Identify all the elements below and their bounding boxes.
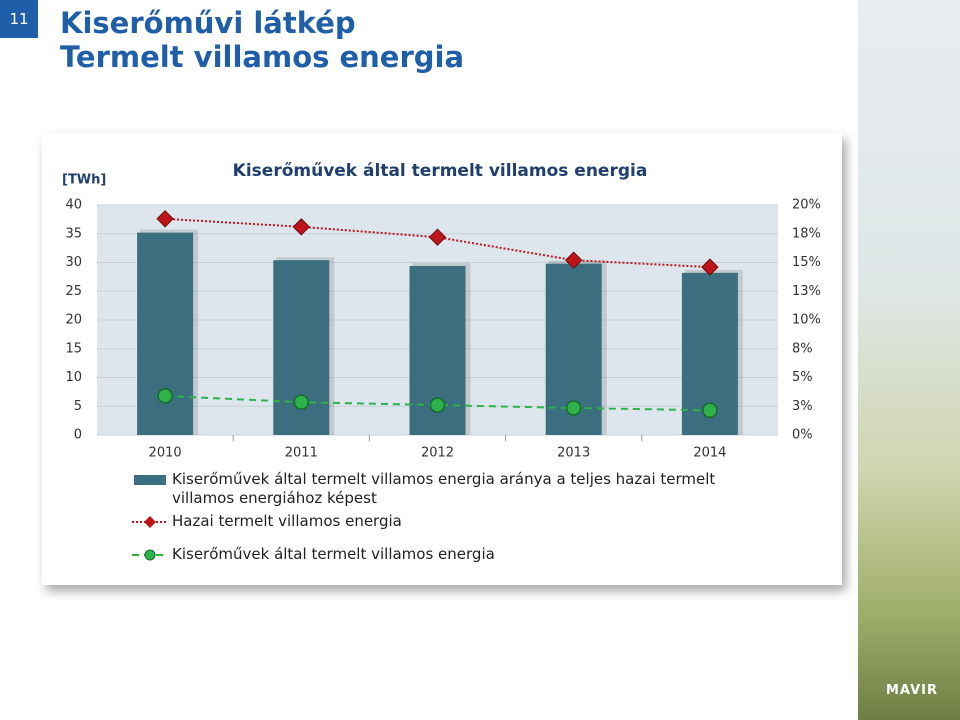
x-tick-label: 2011 xyxy=(285,446,318,461)
y-tick-label: 40 xyxy=(65,198,82,213)
y-tick-label: 30 xyxy=(65,255,82,270)
y2-tick-label: 8% xyxy=(792,341,813,356)
line xyxy=(165,394,710,412)
y-tick-label: 35 xyxy=(65,226,82,241)
slide-title: Termelt villamos energia xyxy=(60,40,465,74)
y-tick-label: 15 xyxy=(65,341,82,356)
x-tick-label: 2013 xyxy=(557,446,590,461)
marker xyxy=(428,228,447,246)
legend-item: Kiserőművek által termelt villamos energ… xyxy=(132,470,772,508)
marker xyxy=(565,400,582,416)
x-tick-label: 2014 xyxy=(693,446,726,461)
marker xyxy=(429,397,446,413)
slide-title: Kiserőművi látkép xyxy=(60,6,356,40)
y2-tick-label: 13% xyxy=(792,284,821,299)
marker xyxy=(564,251,583,269)
marker xyxy=(157,388,173,404)
swatch xyxy=(134,475,166,485)
y-tick-label: 20 xyxy=(65,313,82,328)
chart-panel: Kiserőművek által termelt villamos energ… xyxy=(42,133,842,585)
legend: Kiserőművek által termelt villamos energ… xyxy=(132,470,772,568)
marker xyxy=(702,402,718,419)
legend-swatch xyxy=(132,516,168,528)
y-tick-label: 10 xyxy=(65,370,82,385)
swatch-marker xyxy=(144,549,156,561)
legend-label: Kiserőművek által termelt villamos energ… xyxy=(172,470,716,507)
marker xyxy=(156,210,174,228)
x-tick-label: 2010 xyxy=(149,446,182,461)
legend-label: Kiserőművek által termelt villamos energ… xyxy=(172,545,495,563)
y-tick-label: 5 xyxy=(74,399,82,414)
y2-tick-label: 5% xyxy=(792,370,813,385)
y2-tick-label: 20% xyxy=(792,198,821,213)
y-tick-label: 0 xyxy=(74,428,82,443)
x-tick-label: 2012 xyxy=(421,446,454,461)
legend-item: Kiserőművek által termelt villamos energ… xyxy=(132,545,772,564)
marker xyxy=(701,258,719,276)
y2-tick-label: 15% xyxy=(792,255,821,270)
bar xyxy=(137,232,194,435)
legend-label: Hazai termelt villamos energia xyxy=(172,512,402,530)
marker xyxy=(292,218,311,236)
legend-swatch xyxy=(132,549,168,561)
legend-swatch xyxy=(134,475,166,485)
background-image xyxy=(858,0,960,720)
marker xyxy=(293,394,310,410)
y2-tick-label: 3% xyxy=(792,399,813,414)
y2-tick-label: 0% xyxy=(792,428,813,443)
swatch-marker xyxy=(144,516,156,528)
y2-tick-label: 18% xyxy=(792,226,821,241)
legend-item: Hazai termelt villamos energia xyxy=(132,512,772,531)
chart: Kiserőművek által termelt villamos energ… xyxy=(62,161,821,461)
logo: MAVIR xyxy=(885,683,938,698)
y-axis-label: [TWh] xyxy=(62,173,106,188)
y2-tick-label: 10% xyxy=(792,313,821,328)
y-tick-label: 25 xyxy=(65,284,82,299)
page-number: 11 xyxy=(0,0,38,38)
chart-title: Kiserőművek által termelt villamos energ… xyxy=(233,161,648,181)
